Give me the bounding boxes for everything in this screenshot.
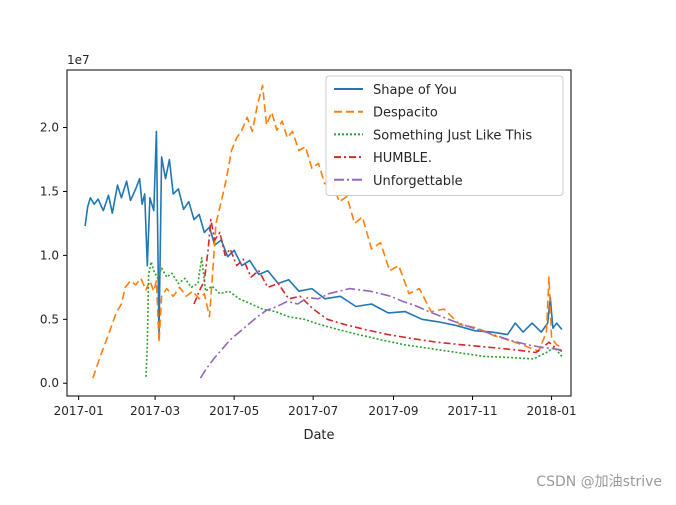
x-tick-label: 2017-03 bbox=[130, 404, 180, 418]
y-tick-label: 0.0 bbox=[40, 376, 59, 390]
series-layer bbox=[84, 84, 563, 379]
x-tick-label: 2017-09 bbox=[368, 404, 418, 418]
series-line-4 bbox=[193, 218, 563, 354]
legend-label: Unforgettable bbox=[373, 174, 463, 189]
legend-label: HUMBLE. bbox=[373, 151, 432, 166]
x-tick-label: 2018-01 bbox=[526, 404, 576, 418]
y-tick-label: 2.0 bbox=[40, 121, 59, 135]
y-tick-label: 1.5 bbox=[40, 184, 59, 198]
y-tick-label: 1.0 bbox=[40, 248, 59, 262]
series-line-5 bbox=[199, 287, 563, 379]
legend-box bbox=[325, 75, 564, 196]
legend-label: Despacito bbox=[373, 106, 438, 121]
x-tick-label: 2017-07 bbox=[288, 404, 338, 418]
x-axis-label: Date bbox=[303, 428, 334, 443]
axes-frame bbox=[66, 69, 572, 397]
legend: Shape of You Despacito Something Just Like… bbox=[325, 75, 564, 196]
ticks-layer: 2017-01 2017-03 2017-05 2017-07 2017-09 2017-… bbox=[40, 121, 577, 418]
x-tick-label: 2017-01 bbox=[54, 404, 104, 418]
y-axis-multiplier: 1e7 bbox=[67, 53, 90, 67]
plot-area bbox=[66, 69, 572, 397]
legend-label: Shape of You bbox=[373, 83, 457, 98]
x-tick-label: 2017-11 bbox=[447, 404, 497, 418]
watermark: CSDN @加油strive bbox=[536, 474, 662, 490]
legend-label: Something Just Like This bbox=[373, 128, 532, 143]
y-tick-label: 0.5 bbox=[40, 312, 59, 326]
series-line-2 bbox=[92, 84, 563, 379]
x-tick-label: 2017-05 bbox=[209, 404, 259, 418]
series-line-3 bbox=[145, 257, 563, 377]
